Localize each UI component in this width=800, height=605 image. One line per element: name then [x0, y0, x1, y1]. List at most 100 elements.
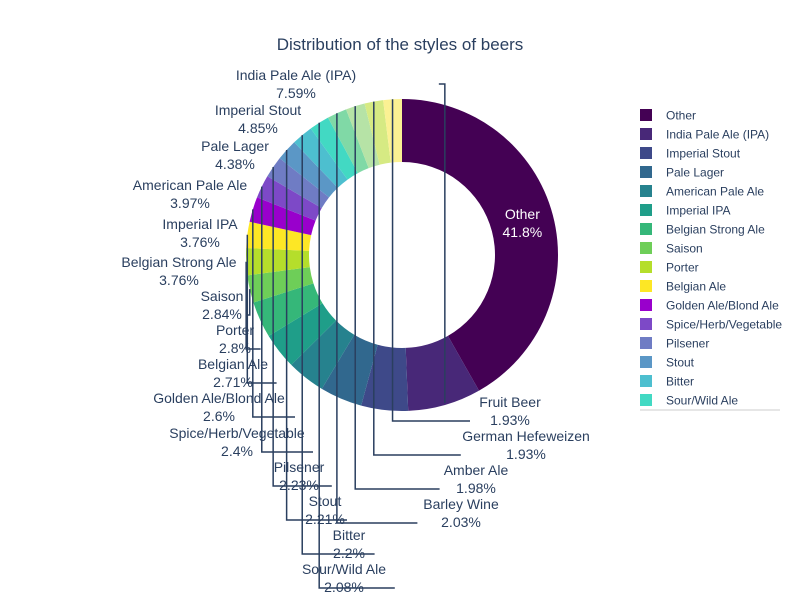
- slice-label-name: Stout: [309, 493, 342, 509]
- legend-scrollbar[interactable]: [640, 409, 780, 411]
- slice-label-percent: 2.23%: [279, 477, 319, 493]
- legend-swatch: [640, 166, 652, 178]
- slice-label-percent: 2.08%: [324, 579, 364, 595]
- legend-label: Golden Ale/Blond Ale: [666, 299, 779, 313]
- legend-item-saison[interactable]: Saison: [640, 242, 703, 256]
- slice-belgian-strong-ale[interactable]: [253, 283, 323, 336]
- slice-label-american-pale-ale: American Pale Ale 3.97%: [133, 177, 248, 211]
- legend-item-golden-ale-blond-ale[interactable]: Golden Ale/Blond Ale: [640, 299, 779, 313]
- slice-label-saison: Saison 2.84%: [201, 288, 244, 322]
- legend-label: Sour/Wild Ale: [666, 394, 738, 408]
- legend-swatch: [640, 185, 652, 197]
- slice-label-belgian-strong-ale: Belgian Strong Ale 3.76%: [121, 254, 236, 288]
- slice-amber-ale[interactable]: [346, 103, 380, 169]
- legend-label: American Pale Ale: [666, 185, 764, 199]
- legend-label: Spice/Herb/Vegetable: [666, 318, 782, 332]
- slice-label-percent: 2.21%: [305, 511, 345, 527]
- slice-label-percent: 2.4%: [221, 443, 253, 459]
- legend-item-pilsener[interactable]: Pilsener: [640, 337, 709, 351]
- slice-label-name: Imperial IPA: [162, 216, 238, 232]
- slice-german-hefeweizen[interactable]: [364, 100, 391, 165]
- slice-label-stout: Stout 2.21%: [305, 493, 345, 527]
- legend-swatch: [640, 204, 652, 216]
- legend-swatch: [640, 280, 652, 292]
- slice-label-name: Imperial Stout: [215, 102, 301, 118]
- leader-line-fruit-beer: [391, 99, 470, 422]
- slice-saison[interactable]: [247, 267, 314, 303]
- slice-other[interactable]: [402, 99, 559, 391]
- slice-golden-ale-blond-ale[interactable]: [249, 197, 316, 236]
- slice-label-name: Other: [505, 206, 540, 222]
- slice-label-german-hefeweizen: German Hefeweizen 1.93%: [462, 428, 590, 462]
- slice-label-percent: 1.93%: [506, 446, 546, 462]
- legend-item-imperial-ipa[interactable]: Imperial IPA: [640, 204, 730, 218]
- slice-label-percent: 2.8%: [219, 340, 251, 356]
- slice-label-fruit-beer: Fruit Beer 1.93%: [479, 394, 541, 428]
- slice-american-pale-ale[interactable]: [291, 320, 355, 389]
- slice-label-amber-ale: Amber Ale 1.98%: [444, 462, 509, 496]
- leader-line-pilsener: [272, 167, 332, 487]
- slice-label-imperial-stout: Imperial Stout 4.85%: [215, 102, 301, 136]
- slice-pale-lager[interactable]: [321, 334, 378, 406]
- leader-line-german-hefeweizen: [373, 101, 461, 456]
- slice-label-name: Belgian Strong Ale: [121, 254, 236, 270]
- legend[interactable]: Other India Pale Ale (IPA) Imperial Stout P…: [640, 109, 782, 412]
- legend-swatch: [640, 261, 652, 273]
- legend-item-porter[interactable]: Porter: [640, 261, 699, 275]
- legend-item-other[interactable]: Other: [640, 109, 696, 123]
- slice-stout[interactable]: [279, 142, 338, 198]
- slice-label-percent: 4.38%: [215, 156, 255, 172]
- legend-label: Other: [666, 109, 696, 123]
- slice-sour-wild-ale[interactable]: [310, 117, 358, 180]
- legend-label: Bitter: [666, 375, 694, 389]
- slice-india-pale-ale-ipa[interactable]: [405, 335, 480, 411]
- slice-label-name: American Pale Ale: [133, 177, 248, 193]
- slice-labels: Other 41.8%India Pale Ale (IPA) 7.59%Imper…: [121, 67, 589, 595]
- slice-imperial-stout[interactable]: [361, 344, 409, 411]
- slice-label-name: Barley Wine: [423, 496, 499, 512]
- slice-label-percent: 7.59%: [276, 85, 316, 101]
- slice-label-name: Pale Lager: [201, 138, 269, 154]
- slice-label-percent: 1.98%: [456, 480, 496, 496]
- slice-barley-wine[interactable]: [327, 109, 369, 174]
- slice-label-imperial-ipa: Imperial IPA 3.76%: [162, 216, 238, 250]
- slice-label-spice-herb-vegetable: Spice/Herb/Vegetable 2.4%: [169, 425, 305, 459]
- legend-item-pale-lager[interactable]: Pale Lager: [640, 166, 724, 180]
- slice-pilsener[interactable]: [267, 158, 330, 209]
- legend-item-american-pale-ale[interactable]: American Pale Ale: [640, 185, 764, 199]
- label-leader-lines: [245, 83, 470, 589]
- leader-line-india-pale-ale-ipa: [438, 83, 446, 404]
- slice-label-percent: 1.93%: [490, 412, 530, 428]
- leader-line-golden-ale-blond-ale: [252, 209, 295, 418]
- leader-line-sour-wild-ale: [318, 122, 395, 589]
- slice-label-pale-lager: Pale Lager 4.38%: [201, 138, 269, 172]
- donut-slices: [246, 99, 559, 411]
- legend-label: Imperial Stout: [666, 147, 741, 161]
- leader-line-stout: [285, 149, 347, 521]
- legend-item-india-pale-ale-ipa[interactable]: India Pale Ale (IPA): [640, 128, 769, 142]
- slice-label-percent: 2.03%: [441, 514, 481, 530]
- leader-line-spice-herb-vegetable: [261, 186, 313, 453]
- slice-label-name: India Pale Ale (IPA): [236, 67, 356, 83]
- legend-item-sour-wild-ale[interactable]: Sour/Wild Ale: [640, 394, 738, 408]
- slice-label-percent: 2.2%: [333, 545, 365, 561]
- slice-label-porter: Porter 2.8%: [216, 322, 254, 356]
- slice-label-name: Bitter: [333, 527, 366, 543]
- slice-label-name: Spice/Herb/Vegetable: [169, 425, 305, 441]
- slice-label-belgian-ale: Belgian Ale 2.71%: [198, 356, 268, 390]
- slice-label-sour-wild-ale: Sour/Wild Ale 2.08%: [302, 561, 386, 595]
- legend-item-belgian-ale[interactable]: Belgian Ale: [640, 280, 726, 294]
- legend-label: Belgian Strong Ale: [666, 223, 765, 237]
- legend-item-imperial-stout[interactable]: Imperial Stout: [640, 147, 741, 161]
- legend-item-bitter[interactable]: Bitter: [640, 375, 694, 389]
- legend-item-spice-herb-vegetable[interactable]: Spice/Herb/Vegetable: [640, 318, 782, 332]
- slice-label-name: German Hefeweizen: [462, 428, 590, 444]
- legend-label: Porter: [666, 261, 699, 275]
- slice-bitter[interactable]: [294, 128, 348, 188]
- legend-item-belgian-strong-ale[interactable]: Belgian Strong Ale: [640, 223, 765, 237]
- slice-label-name: Golden Ale/Blond Ale: [153, 390, 285, 406]
- legend-label: Pale Lager: [666, 166, 724, 180]
- legend-item-stout[interactable]: Stout: [640, 356, 695, 370]
- slice-label-percent: 2.6%: [203, 408, 235, 424]
